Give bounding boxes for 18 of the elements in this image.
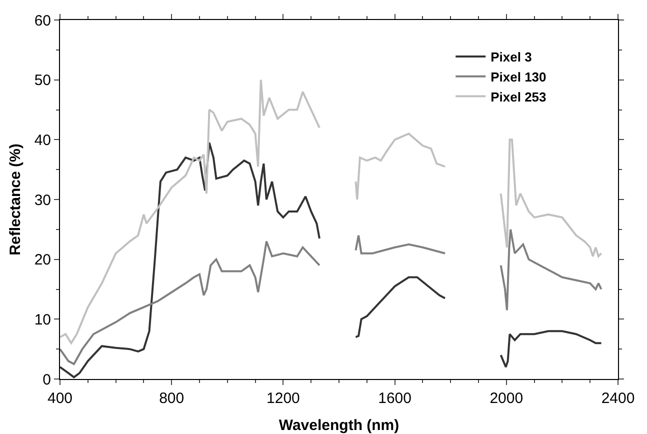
x-axis-title: Wavelength (nm) — [278, 417, 400, 434]
y-tick-label: 0 — [42, 371, 51, 388]
x-tick-label: 1600 — [378, 390, 412, 407]
legend-label: Pixel 253 — [490, 89, 546, 104]
y-tick-label: 40 — [34, 132, 51, 149]
y-tick-label: 20 — [34, 252, 51, 269]
legend-label: Pixel 130 — [490, 69, 546, 84]
x-tick-label: 400 — [47, 390, 73, 407]
y-tick-label: 50 — [34, 72, 51, 90]
legend-label: Pixel 3 — [490, 50, 532, 65]
y-tick-label: 30 — [34, 192, 51, 209]
y-tick-label: 10 — [34, 311, 51, 328]
x-tick-label: 2400 — [601, 390, 635, 407]
y-axis-title: Reflectance (%) — [7, 144, 24, 256]
x-tick-label: 800 — [159, 390, 184, 407]
x-tick-label: 1200 — [266, 390, 300, 407]
y-tick-label: 60 — [34, 12, 51, 30]
x-tick-label: 2000 — [490, 390, 524, 407]
